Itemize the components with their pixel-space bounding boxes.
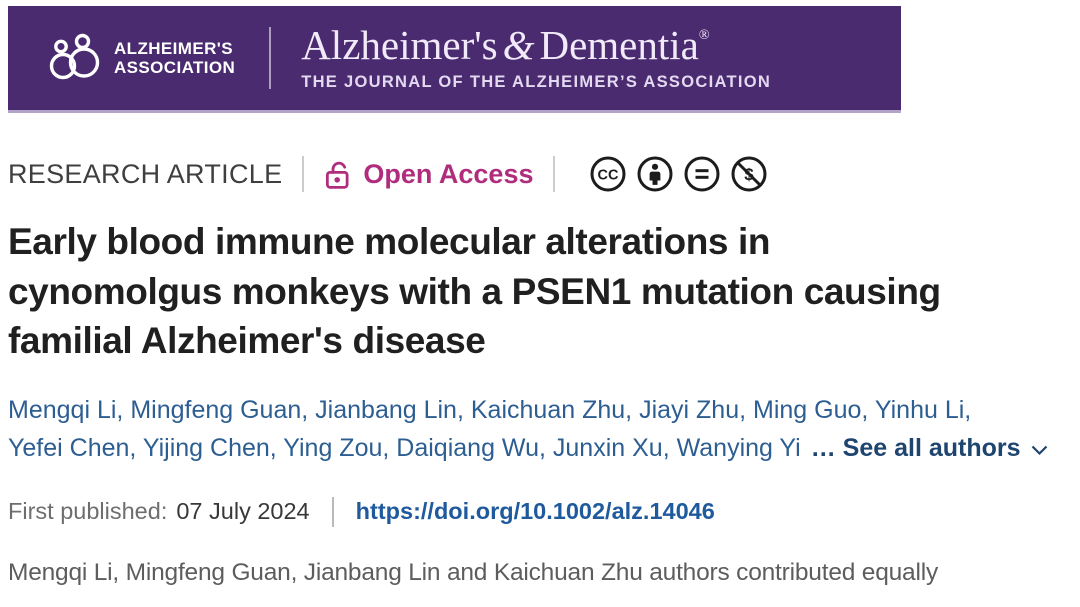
author-line-2: Yefei Chen, Yijing Chen, Ying Zou, Daiqi…	[8, 434, 1072, 463]
author-link[interactable]: Mengqi Li	[8, 395, 117, 424]
see-all-authors-button[interactable]: … See all authors	[811, 434, 1048, 462]
author-link[interactable]: Junxin Xu	[552, 433, 663, 462]
association-logo-line2: ASSOCIATION	[114, 58, 236, 77]
author-link[interactable]: Wanying Yi	[676, 433, 801, 462]
cc-by-attribution-icon	[636, 155, 674, 193]
author-link[interactable]: Kaichuan Zhu	[470, 395, 626, 424]
cc-nc-non-commercial-icon: $	[730, 155, 768, 193]
first-published-label: First published:	[8, 498, 168, 525]
author-link[interactable]: Ying Zou	[283, 433, 383, 462]
license-icons[interactable]: CC $	[589, 155, 768, 193]
cc-nd-no-derivatives-icon	[683, 155, 721, 193]
author-link[interactable]: Mingfeng Guan	[130, 395, 302, 424]
article-header-page: ALZHEIMER'S ASSOCIATION Alzheimer's & Deme…	[8, 6, 1072, 586]
contribution-note: Mengqi Li, Mingfeng Guan, Jianbang Lin a…	[8, 558, 939, 586]
pub-divider	[331, 496, 334, 527]
article-title: Early blood immune molecular alterations…	[8, 221, 941, 362]
banner-divider	[269, 27, 272, 89]
doi-link[interactable]: https://doi.org/10.1002/alz.14046	[355, 498, 715, 525]
author-link[interactable]: Daiqiang Wu	[396, 433, 539, 462]
article-type-label: RESEARCH ARTICLE	[8, 158, 283, 189]
meta-divider	[553, 156, 556, 192]
publication-info-row: First published: 07 July 2024 https://do…	[8, 496, 1072, 527]
chevron-down-icon	[1031, 445, 1047, 455]
cc-icon: CC	[589, 155, 627, 193]
open-access-label: Open Access	[363, 158, 534, 189]
svg-text:CC: CC	[598, 168, 619, 184]
author-link[interactable]: Jianbang Lin	[315, 395, 457, 424]
journal-masthead[interactable]: Alzheimer's & Dementia® THE JOURNAL OF THE…	[301, 24, 771, 91]
association-mark-icon	[46, 31, 108, 85]
author-link[interactable]: Yijing Chen	[142, 433, 270, 462]
journal-banner: ALZHEIMER'S ASSOCIATION Alzheimer's & Deme…	[8, 6, 901, 113]
author-list: Mengqi Li, Mingfeng Guan, Jianbang Lin, …	[8, 396, 1072, 463]
meta-divider	[302, 156, 305, 192]
registered-trademark: ®	[698, 28, 710, 44]
author-link[interactable]: Jiayi Zhu	[639, 395, 740, 424]
article-meta-row: RESEARCH ARTICLE Open Access CC	[8, 155, 1072, 193]
publication-date: 07 July 2024	[176, 498, 310, 525]
author-line-1: Mengqi Li, Mingfeng Guan, Jianbang Lin, …	[8, 395, 972, 424]
journal-title: Alzheimer's & Dementia®	[301, 22, 710, 69]
journal-subtitle: THE JOURNAL OF THE ALZHEIMER’S ASSOCIATI…	[301, 72, 772, 91]
author-link[interactable]: Yefei Chen	[8, 433, 130, 462]
author-link[interactable]: Yinhu Li	[874, 395, 965, 424]
ampersand: &	[502, 22, 535, 69]
association-logo-line1: ALZHEIMER'S	[114, 38, 233, 58]
open-access-badge[interactable]: Open Access	[324, 159, 533, 190]
alzheimers-association-logo[interactable]: ALZHEIMER'S ASSOCIATION	[46, 31, 235, 85]
author-link[interactable]: Ming Guo	[753, 395, 862, 424]
open-lock-icon	[324, 159, 363, 190]
